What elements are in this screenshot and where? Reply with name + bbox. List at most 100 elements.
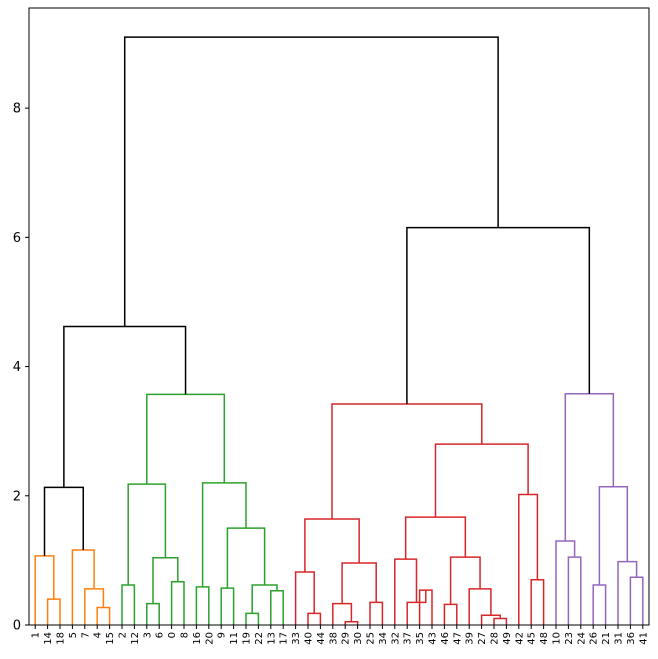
dendrogram-link [246, 613, 258, 625]
leaf-label: 19 [242, 632, 253, 645]
leaf-label: 11 [229, 632, 240, 645]
leaf-label: 34 [378, 632, 389, 645]
leaf-label: 21 [601, 632, 612, 645]
dendrogram-link [494, 619, 506, 625]
dendrogram-link [444, 604, 456, 625]
leaf-label: 20 [204, 632, 215, 645]
leaf-label: 23 [564, 632, 575, 645]
dendrogram-link [128, 484, 165, 585]
dendrogram-link [125, 37, 498, 326]
leaf-label: 28 [490, 632, 501, 645]
leaf-label: 2 [118, 632, 129, 638]
dendrogram-link [342, 563, 376, 604]
dendrogram-link [482, 615, 501, 625]
dendrogram-link [296, 572, 315, 625]
dendrogram-link [556, 541, 575, 625]
dendrogram-link [451, 557, 480, 604]
leaf-label: 40 [304, 632, 315, 645]
dendrogram-link [568, 557, 580, 625]
dendrogram-link [630, 577, 642, 625]
dendrogram-link [407, 228, 589, 404]
dendrogram-link [122, 585, 134, 625]
dendrogram-link [406, 517, 466, 559]
leaf-label: 5 [68, 632, 79, 638]
dendrogram-link [370, 602, 382, 625]
leaf-label: 43 [428, 632, 439, 645]
dendrogram-link [252, 585, 277, 613]
leaf-label: 32 [390, 632, 401, 645]
dendrogram-link [35, 556, 54, 625]
y-tick-label: 2 [13, 489, 21, 504]
dendrogram-link [153, 558, 178, 604]
dendrogram-link [147, 604, 159, 625]
leaf-label: 29 [341, 632, 352, 645]
y-tick-label: 6 [13, 231, 21, 246]
leaf-label: 46 [440, 632, 451, 645]
leaf-label: 3 [142, 632, 153, 638]
leaf-label: 18 [56, 632, 67, 645]
dendrogram-link [147, 394, 225, 484]
plot-frame [29, 8, 649, 625]
leaf-label: 47 [452, 632, 463, 645]
dendrogram-link [395, 559, 417, 625]
dendrogram-link [565, 394, 613, 541]
leaf-label: 30 [353, 632, 364, 645]
leaf-label: 6 [155, 632, 166, 638]
dendrogram-link [593, 585, 605, 625]
leaf-label: 0 [167, 632, 178, 638]
dendrogram-link [308, 613, 320, 625]
dendrogram-link [531, 580, 543, 625]
leaf-label: 45 [527, 632, 538, 645]
dendrogram-links [35, 37, 643, 625]
dendrogram-link [97, 608, 109, 625]
leaf-label: 1 [31, 632, 42, 638]
dendrogram-link [332, 404, 482, 519]
leaf-label: 22 [254, 632, 265, 645]
leaf-label: 4 [93, 632, 104, 638]
dendrogram-link [519, 494, 538, 625]
dendrogram-link [48, 599, 60, 625]
dendrogram-link [435, 444, 528, 517]
leaf-label: 10 [552, 632, 563, 645]
leaf-label: 44 [316, 632, 327, 645]
leaf-label: 36 [626, 632, 637, 645]
leaf-label: 42 [514, 632, 525, 645]
leaf-label: 48 [539, 632, 550, 645]
y-axis: 0 2 4 6 8 [13, 102, 29, 634]
leaf-label: 13 [266, 632, 277, 645]
leaf-label: 41 [638, 632, 649, 645]
dendrogram-link [618, 562, 637, 625]
leaf-label: 33 [291, 632, 302, 645]
dendrogram-link [271, 591, 283, 625]
leaf-label: 27 [477, 632, 488, 645]
leaf-label: 14 [43, 632, 54, 645]
leaf-label: 39 [465, 632, 476, 645]
y-tick-label: 8 [13, 102, 21, 117]
dendrogram-link [599, 487, 627, 585]
leaf-label: 38 [328, 632, 339, 645]
dendrogram-link [196, 587, 208, 625]
leaf-label: 8 [180, 632, 191, 638]
leaf-label: 26 [589, 632, 600, 645]
leaf-label: 16 [192, 632, 203, 645]
y-tick-label: 0 [13, 619, 21, 634]
dendrogram-link [45, 487, 84, 555]
leaf-label: 17 [279, 632, 290, 645]
leaf-label: 7 [80, 632, 91, 638]
leaf-label: 24 [576, 632, 587, 645]
leaf-label: 31 [614, 632, 625, 645]
dendrogram-link [172, 582, 184, 625]
dendrogram-link [469, 589, 491, 625]
leaf-label: 35 [415, 632, 426, 645]
dendrogram-link [305, 519, 359, 572]
y-tick-label: 4 [13, 360, 21, 375]
leaf-label: 15 [105, 632, 116, 645]
x-axis: 1 14 18 5 7 4 15 2 12 3 6 0 8 16 20 9 11 19 22 13 17 33 40 44 38… [31, 625, 650, 645]
leaf-label: 25 [366, 632, 377, 645]
leaf-label: 12 [130, 632, 141, 645]
dendrogram-link [64, 327, 186, 488]
dendrogram-link [221, 588, 233, 625]
leaf-label: 49 [502, 632, 513, 645]
dendrogram-link [72, 550, 94, 625]
